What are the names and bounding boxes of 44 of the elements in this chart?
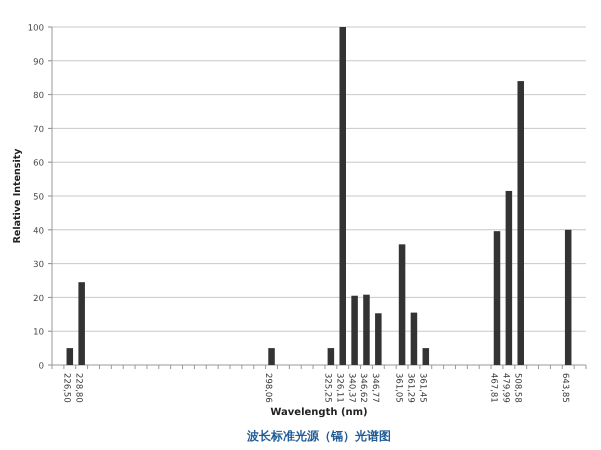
bar: [517, 81, 524, 365]
y-tick-label: 50: [33, 192, 44, 202]
text: 波长标准光源（镉）光谱图: [246, 429, 391, 443]
x-tick-label: 361,05: [394, 373, 404, 403]
y-tick-label: 30: [33, 260, 44, 270]
y-tick-label: 70: [33, 124, 44, 135]
x-tick-label: 479,99: [500, 373, 511, 403]
bar: [363, 294, 370, 365]
y-axis-title: Relative Intensity: [12, 148, 23, 244]
x-axis-title: Wavelength (nm): [270, 407, 368, 418]
y-tick-label: 80: [33, 91, 44, 102]
y-tick-label: 20: [33, 294, 44, 304]
bar: [564, 230, 572, 365]
bar: [494, 231, 500, 365]
bar: [506, 190, 512, 365]
bar: [375, 313, 382, 365]
x-tick-label: 340,37: [346, 373, 356, 403]
y-tick-label: 60: [33, 158, 44, 169]
x-tick-label: 226,50: [61, 373, 72, 403]
y-tick-label: 90: [33, 57, 44, 68]
x-tick-label: 508,58: [512, 373, 522, 403]
bar: [66, 348, 74, 365]
bar: [339, 27, 346, 365]
x-tick-label: 298,06: [263, 373, 274, 403]
y-tick-label: 0: [38, 362, 44, 372]
bar: [268, 348, 275, 365]
y-tick-label: 40: [33, 226, 44, 236]
x-tick-label: 325,25: [322, 373, 333, 403]
x-tick-label: 346,77: [370, 373, 380, 403]
x-tick-label: 326,11: [334, 373, 344, 403]
x-tick-label: 346,62: [358, 373, 368, 403]
bar: [398, 244, 406, 365]
bar: [328, 348, 334, 365]
y-tick-label: 10: [33, 328, 44, 338]
bar: [351, 296, 358, 365]
x-tick-label: 361,45: [417, 373, 428, 403]
y-tick-label: 100: [28, 24, 44, 34]
x-tick-label: 228,80: [73, 373, 84, 403]
x-tick-label: 643,85: [560, 373, 570, 403]
x-tick-label: 361,29: [406, 373, 416, 403]
bar: [410, 312, 418, 365]
x-tick-label: 467,81: [488, 373, 499, 403]
bar: [422, 348, 430, 365]
bar: [78, 282, 85, 365]
